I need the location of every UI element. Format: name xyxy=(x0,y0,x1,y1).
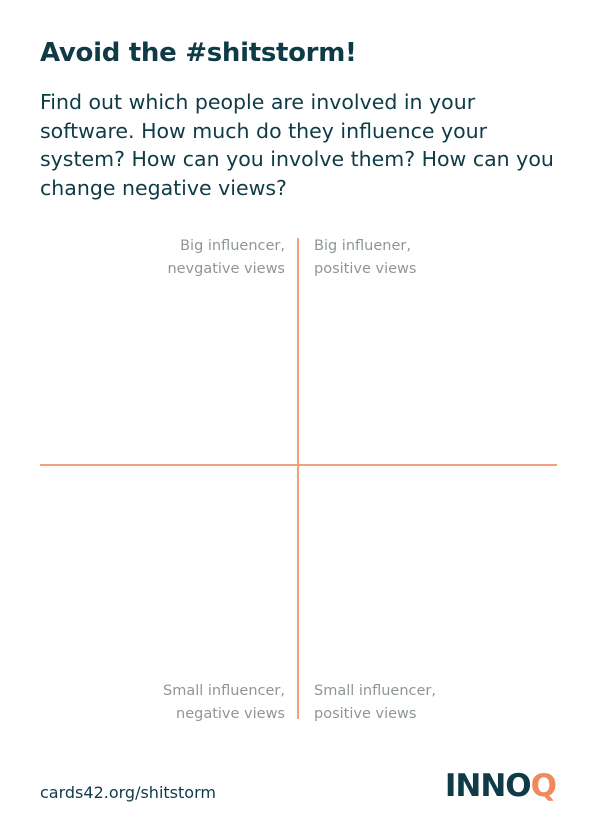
quadrant-label-line: Small influencer, xyxy=(163,683,285,699)
quadrant-label-bottom-right: Small influencer, positive views xyxy=(314,680,436,725)
innoq-logo: INNOQ xyxy=(444,768,557,804)
logo-text-accent: Q xyxy=(530,768,557,804)
quadrant-label-line: positive views xyxy=(314,705,417,722)
logo-text-main: INNO xyxy=(444,768,532,804)
quadrant-label-line: Big influener, xyxy=(314,238,411,254)
card-title: Avoid the #shitstorm! xyxy=(40,38,357,68)
quadrant-label-line: nevgative views xyxy=(167,260,285,277)
vertical-axis-line xyxy=(297,238,299,719)
quadrant-label-top-right: Big influener, positive views xyxy=(314,235,416,280)
horizontal-axis-line xyxy=(40,464,557,466)
quadrant-label-top-left: Big influencer, nevgative views xyxy=(167,235,285,280)
quadrant-label-line: Big influencer, xyxy=(180,238,285,254)
quadrant-label-bottom-left: Small influencer, negative views xyxy=(163,680,285,725)
footer-url-link[interactable]: cards42.org/shitstorm xyxy=(40,783,216,802)
quadrant-label-line: Small influencer, xyxy=(314,683,436,699)
card-description: Find out which people are involved in yo… xyxy=(40,90,554,200)
quadrant-label-line: positive views xyxy=(314,260,417,277)
quadrant-label-line: negative views xyxy=(176,705,285,722)
